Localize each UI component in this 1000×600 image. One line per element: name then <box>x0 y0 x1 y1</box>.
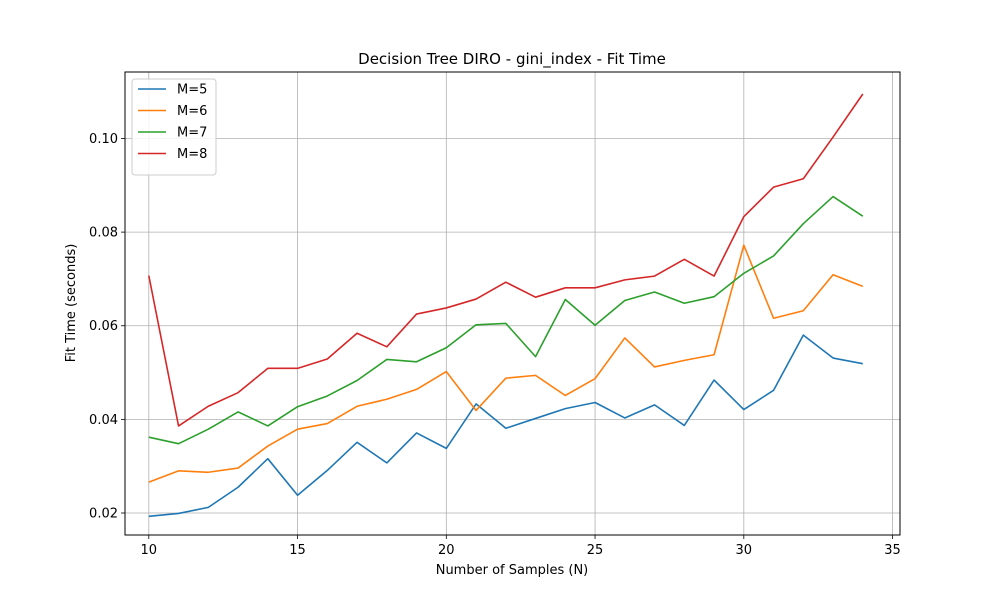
legend-label: M=5 <box>177 83 207 98</box>
legend-label: M=8 <box>177 147 207 162</box>
axis-ticks: 10 15 20 25 30 35 0.02 0.04 0.06 0.08 0.10 <box>89 132 901 558</box>
x-tick-label: 20 <box>438 543 455 558</box>
x-tick-label: 30 <box>736 543 753 558</box>
series-layer <box>148 93 864 518</box>
series-line-m-7 <box>148 195 864 445</box>
x-tick-label: 25 <box>587 543 604 558</box>
x-tick-label: 15 <box>289 543 306 558</box>
y-tick-label: 0.06 <box>89 319 118 334</box>
legend-label: M=7 <box>177 126 207 141</box>
legend-label: M=6 <box>177 104 207 119</box>
series-line-m-8 <box>148 93 864 427</box>
y-tick-label: 0.04 <box>89 413 118 428</box>
y-tick-label: 0.08 <box>89 226 118 241</box>
y-tick-label: 0.02 <box>89 506 118 521</box>
x-tick-label: 10 <box>141 543 158 558</box>
legend-box <box>131 78 217 176</box>
y-axis-label: Fit Time (seconds) <box>64 244 79 363</box>
series-line-m-5 <box>148 334 863 518</box>
legend: M=5 M=6 M=7 M=8 <box>131 78 217 176</box>
y-tick-label: 0.10 <box>89 132 118 147</box>
series-line-m-6 <box>148 244 864 483</box>
plot-area-frame <box>124 71 901 536</box>
x-tick-label: 35 <box>884 543 901 558</box>
x-axis-label: Number of Samples (N) <box>436 563 589 578</box>
chart-title: Decision Tree DIRO - gini_index - Fit Ti… <box>358 50 666 69</box>
